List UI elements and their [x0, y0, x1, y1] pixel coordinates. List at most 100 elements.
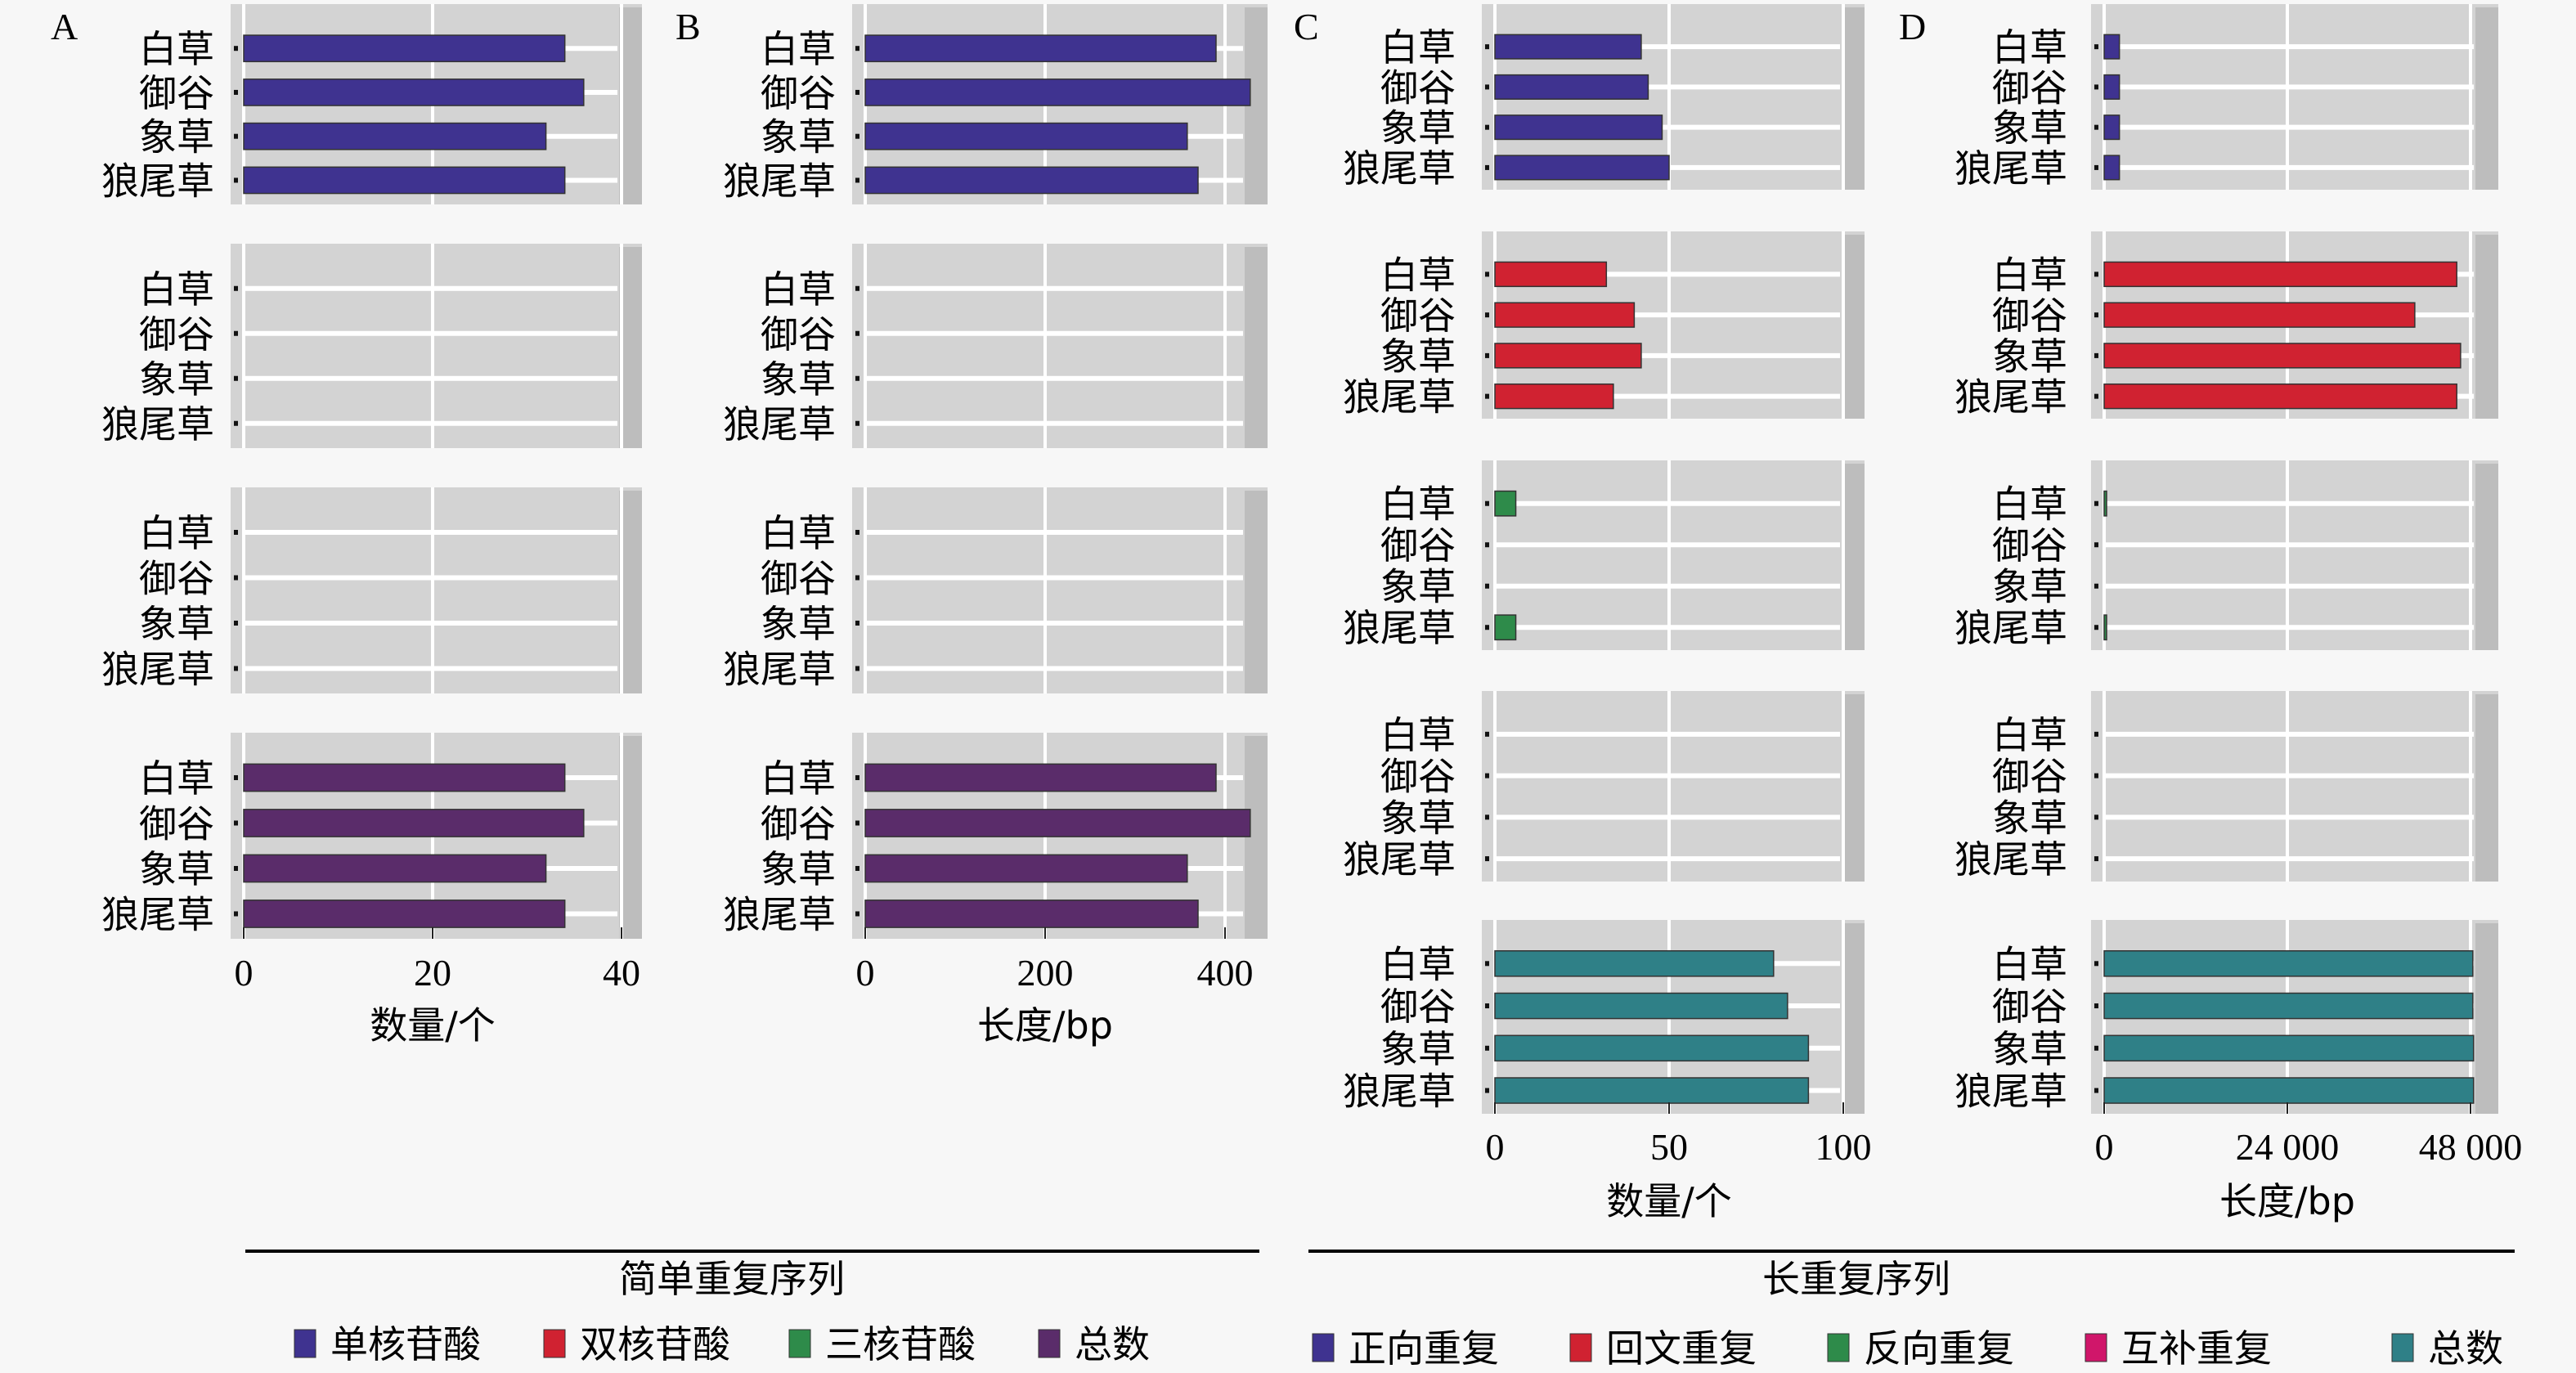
category-label: 狼尾草: [1954, 375, 2067, 420]
category-label: 御谷: [1992, 755, 2067, 799]
category-tick: [2094, 312, 2098, 318]
facet-strip: [1245, 491, 1268, 693]
category-tick: [234, 89, 238, 95]
long-group-title: 长重复序列: [1762, 1257, 1950, 1301]
category-tick: [1485, 625, 1489, 630]
category-tick: [1485, 271, 1489, 277]
legend-label: 总数: [1075, 1322, 1150, 1366]
category-label: 狼尾草: [1954, 606, 2067, 650]
category-label: 白草: [761, 267, 836, 312]
category-label: 狼尾草: [1343, 146, 1456, 191]
category-label: 御谷: [139, 71, 214, 115]
bar: [2103, 155, 2120, 181]
bar: [2103, 34, 2120, 60]
bar: [1494, 992, 1788, 1020]
category-label: 御谷: [1380, 294, 1456, 338]
category-label: 白草: [1380, 482, 1456, 527]
legend-label: 双核苷酸: [580, 1322, 730, 1366]
category-tick: [2094, 124, 2098, 130]
legend-item: 互补重复: [2085, 1326, 2272, 1371]
category-tick: [2094, 271, 2098, 277]
facet-strip: [1842, 7, 1865, 190]
category-tick: [2094, 961, 2098, 967]
bar: [2103, 490, 2107, 517]
bar: [864, 122, 1188, 150]
category-tick: [2094, 1003, 2098, 1009]
legend-swatch: [1827, 1333, 1850, 1362]
bar: [243, 763, 566, 792]
category-tick: [234, 420, 238, 426]
category-label: 狼尾草: [1343, 375, 1456, 420]
category-label: 狼尾草: [723, 402, 836, 446]
bar: [243, 809, 585, 837]
facet-background: [1482, 460, 1865, 650]
category-tick: [1485, 814, 1489, 820]
legend-item: 反向重复: [1827, 1326, 2014, 1371]
x-tick-label: 400: [1197, 952, 1254, 994]
category-label: 象草: [139, 847, 214, 891]
category-label: 狼尾草: [101, 402, 214, 446]
x-tick-label: 48 000: [2419, 1126, 2523, 1168]
category-tick: [1485, 1045, 1489, 1051]
category-label: 狼尾草: [1954, 1070, 2067, 1114]
category-tick: [234, 330, 238, 336]
facet-strip: [1245, 736, 1268, 939]
category-tick: [1485, 773, 1489, 778]
category-label: 白草: [761, 756, 836, 801]
legend-label: 总数: [2428, 1326, 2503, 1371]
facet-background: [852, 487, 1268, 693]
bar: [1494, 155, 1670, 181]
category-label: 象草: [761, 357, 836, 402]
category-tick: [2094, 731, 2098, 737]
category-tick: [2094, 84, 2098, 90]
category-label: 象草: [1380, 565, 1456, 609]
facet-strip: [2475, 923, 2498, 1114]
bar: [2103, 74, 2120, 100]
category-label: 狼尾草: [723, 892, 836, 936]
category-label: 御谷: [139, 801, 214, 846]
category-tick: [2094, 773, 2098, 778]
category-label: 象草: [1380, 334, 1456, 379]
category-label: 御谷: [139, 556, 214, 600]
category-tick: [2094, 856, 2098, 862]
category-tick: [2094, 625, 2098, 630]
category-tick: [855, 620, 859, 626]
category-label: 象草: [1380, 796, 1456, 840]
bar: [864, 854, 1188, 883]
legend-label: 正向重复: [1349, 1326, 1499, 1371]
category-label: 白草: [139, 27, 214, 71]
category-tick: [234, 285, 238, 291]
panel-c: C 白草御谷象草狼尾草白草御谷象草狼尾草白草御谷象草狼尾草白草御谷象草狼尾草白草御…: [1294, 4, 1872, 1223]
category-tick: [2094, 164, 2098, 170]
facet-background: [2091, 691, 2498, 882]
category-label: 象草: [1992, 1027, 2067, 1071]
category-tick: [234, 620, 238, 626]
bar: [2103, 614, 2107, 641]
category-label: 御谷: [1992, 65, 2067, 110]
category-tick: [855, 865, 859, 871]
bar: [1494, 614, 1517, 641]
facet-background: [2091, 460, 2498, 650]
facet-background: [852, 244, 1268, 448]
facet-strip: [2475, 694, 2498, 882]
bar: [864, 166, 1199, 195]
category-tick: [855, 133, 859, 139]
bar: [864, 763, 1217, 792]
bar: [1494, 114, 1663, 141]
category-label: 白草: [761, 511, 836, 555]
bar: [864, 900, 1199, 928]
bar: [1494, 34, 1642, 60]
category-label: 白草: [1380, 942, 1456, 986]
category-label: 白草: [1380, 25, 1456, 70]
bar: [2103, 383, 2457, 410]
category-tick: [234, 375, 238, 381]
panel-letter: B: [675, 6, 701, 47]
category-tick: [1485, 731, 1489, 737]
category-tick: [234, 46, 238, 52]
x-tick-label: 0: [2095, 1126, 2114, 1168]
category-label: 白草: [761, 27, 836, 71]
